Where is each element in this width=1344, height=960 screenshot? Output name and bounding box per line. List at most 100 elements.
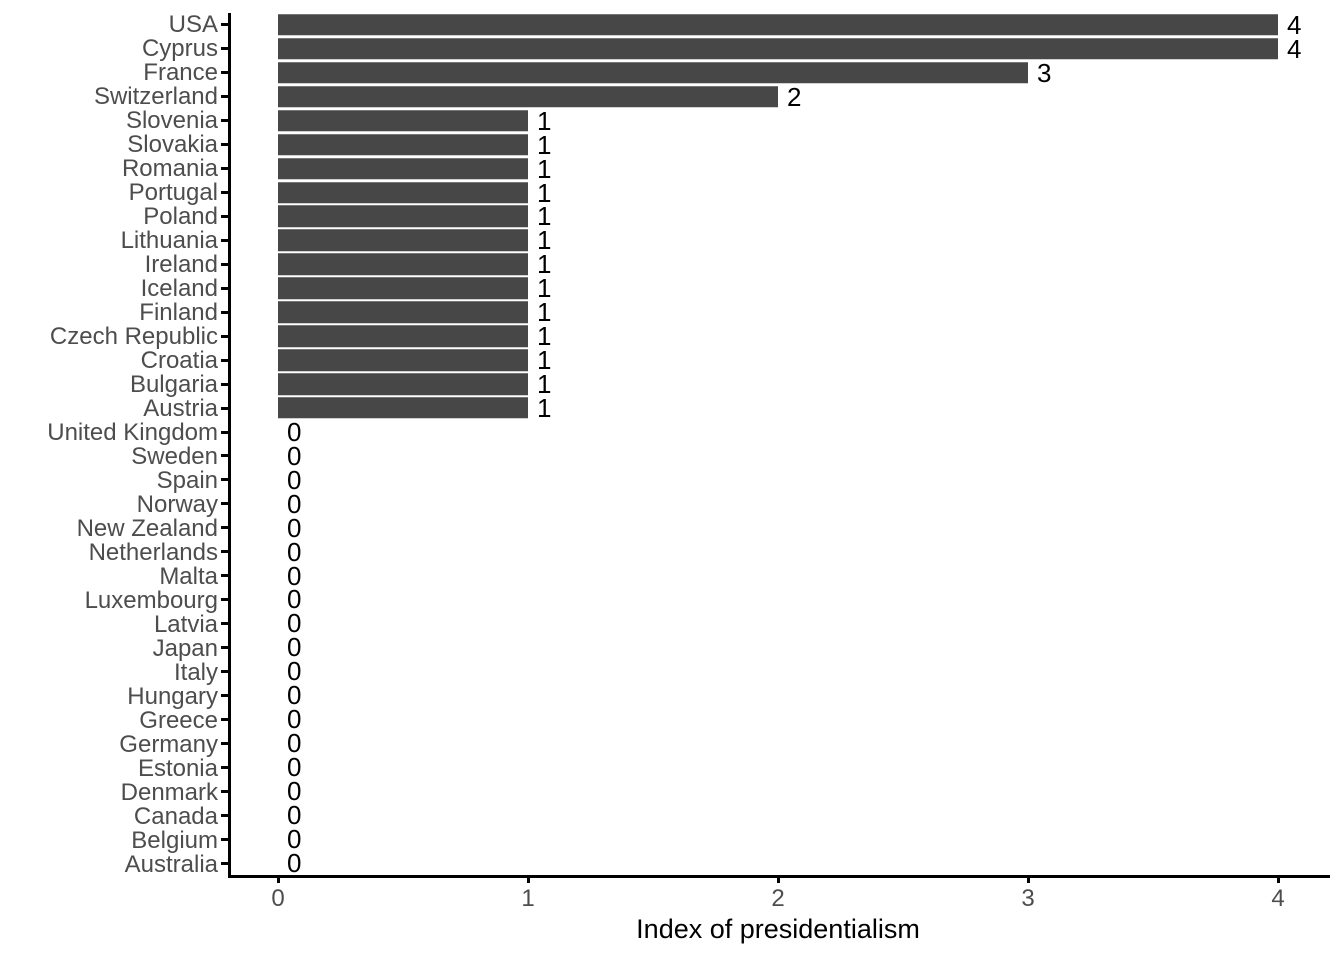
x-tick-mark: [776, 875, 780, 883]
bar-value-label: 0: [287, 680, 302, 711]
y-label-row: Australia: [0, 853, 218, 877]
country-label: Ireland: [144, 251, 218, 278]
country-label: Finland: [139, 299, 218, 326]
bar-value-label: 0: [287, 752, 302, 783]
bar-value-label: 1: [537, 129, 552, 160]
bar-value-label: 0: [287, 536, 302, 567]
bar: [278, 397, 528, 419]
bar: [278, 62, 1028, 84]
bar-value-label: 4: [1287, 33, 1302, 64]
y-label-row: Norway: [0, 493, 218, 517]
y-axis-ticks: [221, 13, 228, 875]
bar-row: 0: [228, 536, 1328, 567]
bar-value-label: 0: [287, 775, 302, 806]
bar-row: 1: [228, 177, 1328, 208]
y-tick-mark: [221, 598, 228, 602]
country-label: Netherlands: [88, 539, 218, 566]
x-tick-mark: [276, 875, 280, 883]
y-label-row: Portugal: [0, 181, 218, 205]
y-tick-mark: [221, 23, 228, 27]
bar: [278, 86, 778, 108]
bar-row: 0: [228, 847, 1328, 878]
y-tick-mark: [221, 167, 228, 171]
bar-value-label: 1: [537, 273, 552, 304]
country-label: Austria: [143, 395, 218, 422]
y-tick-mark: [221, 478, 228, 482]
bar-row: 0: [228, 586, 1328, 612]
bar-value-label: 1: [537, 249, 552, 280]
y-label-row: Sweden: [0, 445, 218, 469]
y-tick-mark: [221, 334, 228, 338]
y-tick-mark: [221, 406, 228, 410]
country-label: Norway: [136, 491, 218, 518]
bar-row: 3: [228, 57, 1328, 88]
y-label-row: Denmark: [0, 781, 218, 805]
bar-value-label: 0: [287, 847, 302, 878]
bar-row: 0: [228, 467, 1328, 493]
x-tick-mark: [1276, 875, 1280, 883]
bar-row: 0: [228, 752, 1328, 783]
bar: [278, 38, 1278, 60]
bar-row: 0: [228, 680, 1328, 711]
bar-row: 0: [228, 610, 1328, 636]
country-label: Latvia: [153, 611, 218, 638]
bar: [278, 373, 528, 395]
y-axis-labels: USA Cyprus France Switzerland Slovenia Slovak…: [0, 13, 218, 877]
country-label: United Kingdom: [47, 419, 218, 446]
y-label-row: USA: [0, 13, 218, 37]
bar-row: 0: [228, 443, 1328, 469]
country-label: Portugal: [128, 179, 218, 206]
bar-row: 1: [228, 395, 1328, 421]
country-label: Luxembourg: [84, 587, 218, 614]
bar-value-label: 1: [537, 225, 552, 256]
bar: [278, 325, 528, 347]
x-tick-mark: [526, 875, 530, 883]
bar: [278, 157, 528, 180]
y-tick-mark: [221, 669, 228, 673]
y-tick-mark: [221, 622, 228, 626]
bar-value-label: 0: [287, 656, 302, 687]
y-tick-mark: [221, 502, 228, 506]
bar-row: 1: [228, 108, 1328, 134]
y-tick-mark: [221, 95, 228, 99]
country-label: Canada: [133, 803, 218, 830]
y-label-row: Ireland: [0, 253, 218, 277]
bar: [278, 253, 528, 276]
y-tick-mark: [221, 741, 228, 745]
y-label-row: New Zealand: [0, 517, 218, 541]
country-label: Switzerland: [93, 83, 218, 110]
bar: [278, 109, 528, 132]
bar: [278, 301, 528, 323]
x-axis-title: Index of presidentialism: [636, 914, 920, 944]
bar-value-label: 1: [537, 201, 552, 232]
y-axis-line: [228, 13, 231, 875]
y-label-row: Switzerland: [0, 85, 218, 109]
bar-value-label: 1: [537, 177, 552, 208]
country-label: Poland: [143, 203, 218, 230]
country-label: Belgium: [131, 827, 218, 854]
country-label: Slovenia: [125, 107, 218, 134]
bar-value-label: 0: [287, 823, 302, 854]
bar-row: 2: [228, 84, 1328, 110]
bar-row: 1: [228, 347, 1328, 373]
country-label: Romania: [121, 155, 218, 182]
y-label-row: Greece: [0, 709, 218, 733]
bar-row: 4: [228, 12, 1328, 38]
country-label: Lithuania: [120, 227, 218, 254]
country-label: Cyprus: [141, 35, 218, 62]
bar-value-label: 3: [1037, 57, 1052, 88]
y-label-row: Hungary: [0, 685, 218, 709]
country-label: New Zealand: [76, 515, 218, 542]
bar-row: 0: [228, 634, 1328, 660]
y-label-row: Latvia: [0, 613, 218, 637]
bar-row: 0: [228, 515, 1328, 541]
country-label: Slovakia: [127, 131, 218, 158]
bar-row: 1: [228, 249, 1328, 280]
y-tick-mark: [221, 861, 228, 865]
y-label-row: Finland: [0, 301, 218, 325]
x-tick-label: 2: [771, 885, 785, 912]
y-label-row: Austria: [0, 397, 218, 421]
y-label-row: Czech Republic: [0, 325, 218, 349]
bar-row: 1: [228, 371, 1328, 397]
